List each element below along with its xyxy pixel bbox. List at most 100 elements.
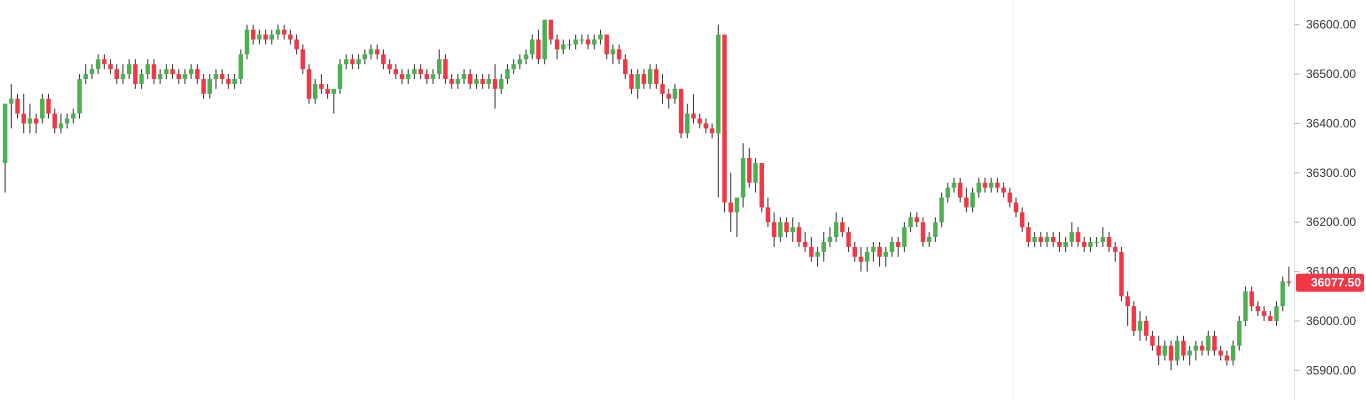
- candle-body-up: [1237, 320, 1242, 346]
- candle-body-down: [399, 74, 405, 80]
- candle-body-up: [1274, 306, 1279, 321]
- candle-body-down: [15, 98, 20, 114]
- candle-body-up: [672, 88, 678, 99]
- y-tick-label: 35900.00: [1306, 363, 1356, 377]
- candle-body-up: [257, 34, 262, 40]
- candle: [480, 74, 485, 89]
- candle-body-down: [195, 69, 200, 80]
- candle: [592, 34, 597, 50]
- candle: [939, 192, 944, 228]
- candle-body-down: [728, 202, 733, 213]
- candle: [1007, 187, 1013, 208]
- price-axis[interactable]: 36600.00 36500.00 36400.00 36300.00 36200.00…: [1294, 0, 1357, 400]
- candle: [542, 19, 547, 65]
- candle-body-down: [964, 197, 969, 208]
- candle: [102, 54, 107, 70]
- candle-body-up: [933, 222, 938, 238]
- candle: [759, 162, 764, 213]
- candle: [1044, 232, 1050, 247]
- candle: [499, 74, 504, 94]
- candle: [1131, 301, 1137, 336]
- candle-body-down: [759, 162, 764, 208]
- candle-body-up: [579, 39, 585, 41]
- candle-body-up: [188, 69, 194, 75]
- candle: [840, 217, 845, 238]
- candle-body-down: [1199, 345, 1205, 351]
- candle: [1206, 330, 1211, 356]
- candle-body-up: [58, 123, 64, 129]
- candle-body-down: [697, 118, 702, 124]
- candle: [207, 74, 212, 99]
- candle-body-up: [238, 54, 244, 80]
- y-tick-label: 36300.00: [1306, 166, 1356, 180]
- candle: [554, 34, 560, 60]
- candle: [244, 24, 250, 60]
- candle: [957, 177, 963, 203]
- candle: [970, 187, 975, 213]
- candle-body-up: [486, 79, 492, 84]
- candle-body-down: [306, 69, 312, 99]
- candle: [170, 64, 175, 80]
- candle: [387, 59, 392, 75]
- candle: [27, 103, 33, 134]
- candle: [412, 64, 417, 80]
- candle-body-down: [1113, 246, 1118, 252]
- candle: [1237, 316, 1242, 351]
- candle-body-down: [1224, 355, 1230, 361]
- candle: [1162, 340, 1168, 361]
- candle-body-down: [641, 74, 647, 84]
- candle-body-up: [598, 34, 603, 40]
- candle-body-up: [951, 182, 957, 188]
- candle-body-up: [77, 79, 82, 114]
- candle-body-up: [362, 54, 368, 60]
- candle: [275, 24, 281, 40]
- candle-body-down: [102, 59, 107, 65]
- candle: [325, 83, 330, 99]
- candle: [747, 148, 752, 188]
- candle-body-down: [1181, 340, 1186, 356]
- candle: [585, 34, 591, 50]
- candle: [461, 69, 467, 84]
- candle: [1212, 330, 1217, 356]
- candle-body-up: [1162, 345, 1168, 356]
- candle-body-up: [1187, 350, 1192, 356]
- candle-body-up: [139, 74, 144, 84]
- candle: [430, 69, 436, 84]
- candle-body-up: [610, 49, 616, 55]
- candle: [1274, 301, 1279, 326]
- candle-body-down: [170, 69, 175, 75]
- candle: [1113, 241, 1118, 262]
- candle: [1268, 311, 1273, 321]
- candle: [393, 64, 399, 80]
- candle: [1181, 335, 1186, 361]
- candle: [1224, 350, 1230, 366]
- candle-body-down: [151, 64, 157, 80]
- candle: [77, 74, 82, 119]
- candle: [902, 222, 907, 252]
- candle-body-up: [833, 222, 839, 238]
- candle: [120, 64, 126, 84]
- candle-body-down: [709, 128, 715, 134]
- candle-body-up: [1175, 340, 1180, 361]
- candle: [455, 74, 461, 89]
- candle: [21, 93, 26, 134]
- candle: [616, 44, 622, 65]
- candle: [858, 246, 864, 272]
- candle-body-down: [1050, 237, 1056, 242]
- candle: [995, 177, 1000, 193]
- candle: [1057, 232, 1062, 252]
- candle: [610, 44, 616, 65]
- candle-body-down: [226, 79, 231, 84]
- candle: [188, 64, 194, 80]
- candle-body-up: [213, 74, 219, 80]
- candle-body-down: [629, 74, 634, 89]
- candle: [164, 64, 169, 80]
- candle: [511, 59, 516, 75]
- candle: [536, 29, 541, 65]
- candle-body-up: [815, 251, 820, 257]
- candle-body-up: [1032, 237, 1037, 242]
- candle-body-up: [821, 241, 826, 252]
- candle-body-down: [468, 74, 473, 84]
- candle-body-up: [182, 74, 188, 80]
